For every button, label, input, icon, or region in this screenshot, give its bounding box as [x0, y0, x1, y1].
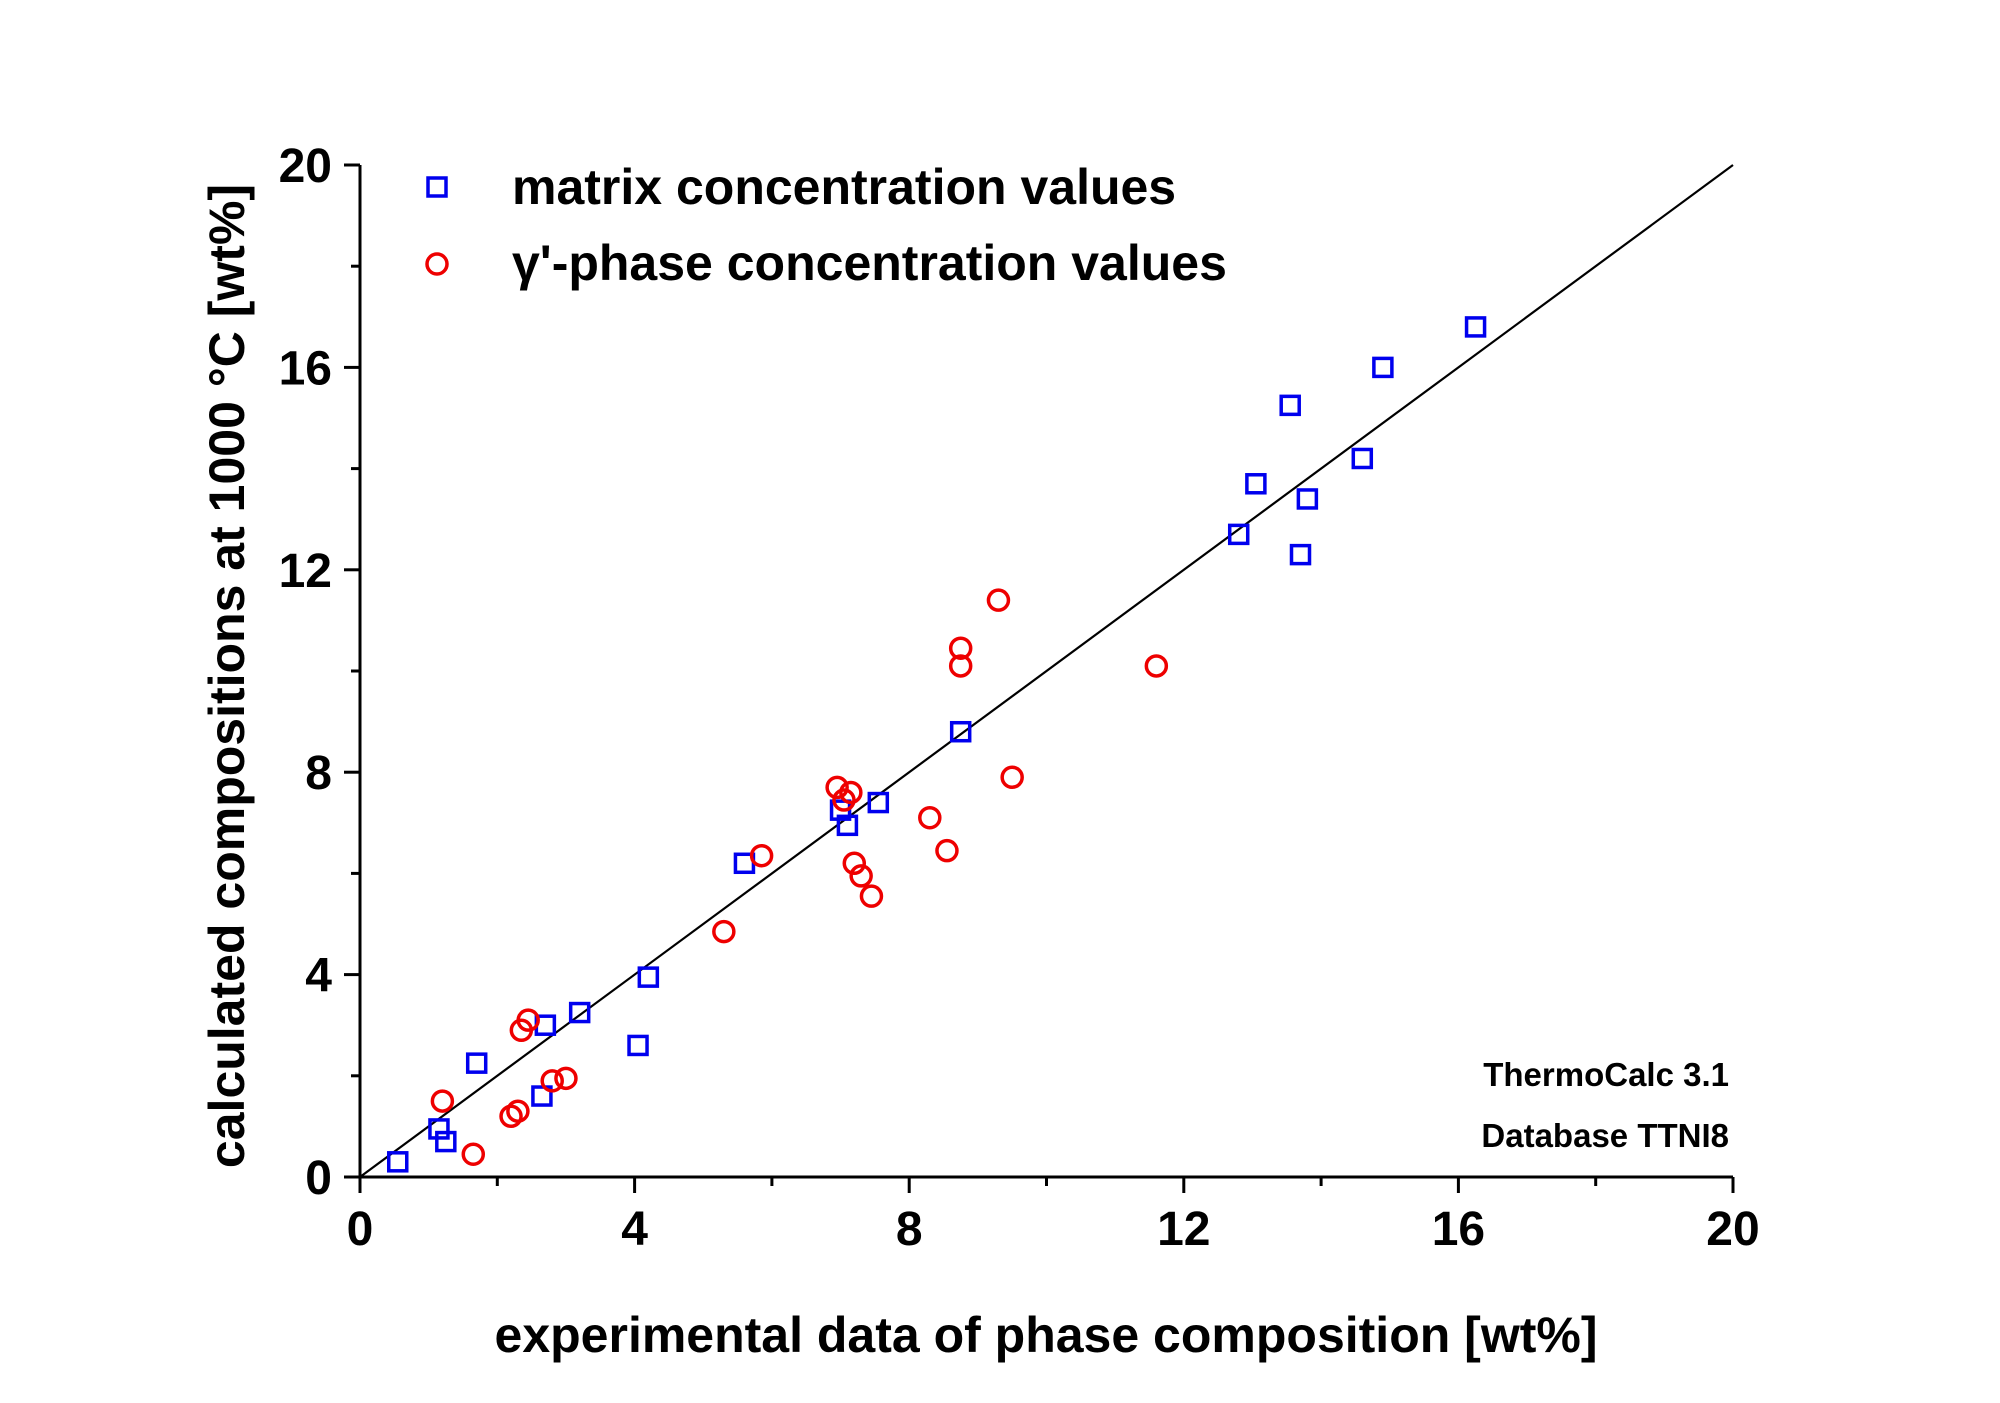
- x-tick-label: 8: [896, 1203, 923, 1256]
- annotation-box: ThermoCalc 3.1 Database TTNI8: [1481, 1056, 1729, 1154]
- gamma-prime-point: [554, 1066, 578, 1091]
- legend-square-marker: [426, 176, 448, 198]
- gamma-prime-point: [540, 1069, 564, 1093]
- gamma-prime-point: [859, 884, 884, 908]
- gamma-prime-point: [516, 1008, 540, 1032]
- gamma-prime-point: [712, 919, 736, 944]
- y-tick-label: 0: [305, 1152, 332, 1205]
- x-axis-label: experimental data of phase composition […: [495, 1307, 1598, 1363]
- gamma-prime-point: [948, 654, 973, 678]
- y-axis-label: calculated compositions at 1000 °C [wt%]: [199, 184, 255, 1168]
- gamma-prime-point: [986, 588, 1011, 612]
- matrix-point: [949, 720, 972, 743]
- tick-labels: 0 4 8 12 16 20 0 4 8 12 16 20: [279, 140, 1760, 1256]
- matrix-point: [387, 1151, 409, 1173]
- matrix-point: [627, 1034, 649, 1057]
- matrix-point: [1372, 356, 1394, 379]
- matrix-point: [428, 1118, 450, 1140]
- x-tick-label: 12: [1157, 1203, 1210, 1256]
- gamma-prime-point: [430, 1089, 455, 1113]
- matrix-point: [465, 1052, 488, 1074]
- x-tick-label: 4: [621, 1203, 648, 1256]
- gamma-prime-point: [1000, 765, 1024, 790]
- y-tick-label: 8: [305, 747, 332, 800]
- matrix-point: [1227, 523, 1250, 546]
- gamma-prime-point: [839, 780, 863, 805]
- gamma-prime-point: [842, 851, 867, 876]
- matrix-point: [1296, 488, 1319, 510]
- matrix-point: [1245, 473, 1267, 495]
- matrix-point: [1289, 543, 1312, 566]
- x-tick-label: 16: [1432, 1203, 1485, 1256]
- matrix-point: [637, 966, 660, 988]
- gamma-prime-point: [918, 805, 942, 830]
- matrix-point: [568, 1001, 591, 1024]
- gamma-prime-point: [825, 775, 849, 800]
- gamma-prime-point: [749, 843, 774, 868]
- gamma-prime-point: [948, 636, 973, 660]
- matrix-point: [531, 1085, 553, 1107]
- gamma-prime-point: [849, 864, 873, 888]
- legend-label-gamma-prime: γ'-phase concentration values: [512, 235, 1227, 291]
- legend: matrix concentration values γ'-phase con…: [425, 159, 1227, 291]
- plot-axes: [344, 163, 1735, 1193]
- gamma-prime-point: [506, 1099, 530, 1123]
- matrix-point: [1279, 394, 1301, 417]
- legend-circle-marker: [425, 252, 449, 276]
- y-tick-label: 20: [279, 140, 332, 193]
- matrix-point: [435, 1130, 457, 1153]
- annotation-database: Database TTNI8: [1481, 1117, 1729, 1154]
- y-tick-label: 12: [279, 545, 332, 598]
- data-points: [387, 316, 1487, 1173]
- matrix-point: [867, 791, 890, 814]
- y-tick-label: 4: [305, 950, 332, 1003]
- matrix-point: [1351, 447, 1374, 470]
- x-tick-label: 0: [347, 1203, 374, 1256]
- gamma-prime-point: [832, 788, 856, 812]
- gamma-prime-point: [1144, 654, 1169, 678]
- legend-item-matrix: matrix concentration values: [426, 159, 1176, 215]
- gamma-prime-point: [461, 1142, 486, 1166]
- legend-label-matrix: matrix concentration values: [512, 159, 1176, 215]
- reference-line-group: [359, 164, 1734, 1178]
- gamma-prime-point: [935, 838, 959, 863]
- matrix-point: [836, 814, 859, 837]
- matrix-point: [1464, 316, 1487, 338]
- x-tick-label: 20: [1706, 1203, 1759, 1256]
- annotation-software: ThermoCalc 3.1: [1483, 1056, 1729, 1093]
- y-tick-label: 16: [279, 342, 332, 395]
- reference-line: [359, 164, 1734, 1178]
- legend-item-gamma-prime: γ'-phase concentration values: [425, 235, 1227, 291]
